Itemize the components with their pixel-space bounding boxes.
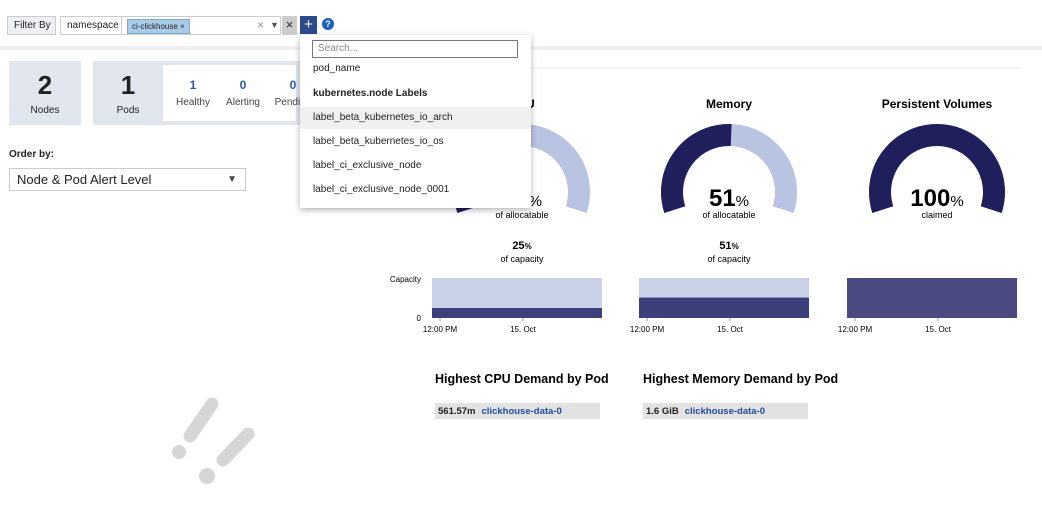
demand-row: 561.57m clickhouse-data-0 [438, 406, 562, 417]
gauge-value-arc [869, 124, 1005, 213]
status-count: 1 [189, 78, 197, 92]
menu-item[interactable]: label_ci_exclusive_node [313, 160, 422, 171]
nodes-count: 2 [37, 70, 53, 100]
capacity-caption: of capacity [500, 254, 544, 264]
caret-icon: ▼ [227, 174, 237, 185]
filter-input[interactable]: ci-clickhouse × × ▼ [121, 16, 281, 35]
gauge-value: 100% [910, 185, 963, 212]
pods-count: 1 [120, 70, 136, 100]
demand-bar [435, 403, 600, 419]
status-count: 0 [239, 78, 247, 92]
order-by-label: Order by: [9, 149, 55, 160]
y-tick-label: 0 [417, 314, 422, 323]
pod-link[interactable]: clickhouse-data-0 [482, 406, 562, 417]
x-tick-label: 12:00 PM [423, 325, 458, 334]
capacity-area [432, 308, 602, 318]
demand-row: 1.6 GiB clickhouse-data-0 [646, 406, 765, 417]
pods-label: Pods [116, 105, 140, 116]
filter-tag[interactable]: ci-clickhouse × [127, 19, 190, 34]
dropdown-menu: Search... pod_name kubernetes.node Label… [300, 35, 531, 208]
tag-text: ci-clickhouse [132, 22, 178, 31]
capacity-number: 51 [719, 240, 731, 252]
demand-value: 1.6 GiB [646, 406, 679, 417]
demand-value: 561.57m [438, 406, 476, 417]
pods-card[interactable]: 1 Pods [93, 61, 163, 125]
select-value: Node & Pod Alert Level [17, 172, 152, 187]
capacity-value: 25% [512, 240, 531, 252]
capacity-area [847, 278, 1017, 318]
search-input[interactable]: Search... [312, 40, 518, 58]
menu-group-header: kubernetes.node Labels [313, 88, 428, 99]
menu-item[interactable]: label_beta_kubernetes_io_arch [300, 107, 531, 129]
gauge-unit: % [950, 193, 963, 210]
status-pending[interactable]: 0 Pending [268, 78, 318, 108]
gauge-number: 51 [709, 185, 736, 212]
capacity-value: 51% [719, 240, 738, 252]
gauge-caption: of allocatable [702, 210, 755, 220]
x-tick-label: 12:00 PM [630, 325, 665, 334]
menu-item[interactable]: label_beta_kubernetes_io_os [313, 136, 444, 147]
status-healthy[interactable]: 1 Healthy [168, 78, 218, 108]
gauge-title: Memory [706, 97, 752, 111]
status-label: Pending [274, 97, 312, 108]
capacity-caption: of capacity [707, 254, 751, 264]
clear-icon[interactable]: × [257, 18, 265, 32]
status-count: 0 [289, 78, 297, 92]
order-by-select[interactable]: Node & Pod Alert Level ▼ [9, 168, 246, 191]
add-button[interactable]: + [300, 16, 317, 34]
x-tick-label: 15. Oct [717, 325, 744, 334]
gauge-unit: % [736, 193, 749, 210]
capacity-unit: % [732, 242, 739, 251]
gauge-number: 100 [910, 185, 950, 212]
demand-title: Highest Memory Demand by Pod [643, 372, 838, 386]
nodes-card[interactable]: 2 Nodes [9, 61, 81, 125]
remove-button[interactable]: × [282, 16, 297, 35]
capacity-number: 25 [512, 240, 524, 252]
gauge-value-arc [661, 124, 732, 214]
filter-by-button[interactable]: Filter By [7, 16, 56, 35]
filter-field[interactable]: namespace [60, 16, 122, 35]
capacity-area [639, 297, 809, 318]
menu-item[interactable]: pod_name [313, 63, 361, 74]
x-tick-label: 12:00 PM [838, 325, 873, 334]
status-alerting[interactable]: 0 Alerting [218, 78, 268, 108]
gauge-caption: of allocatable [495, 210, 548, 220]
nodes-label: Nodes [30, 105, 60, 116]
x-tick-label: 15. Oct [510, 325, 537, 334]
y-axis-label: Capacity [390, 275, 421, 284]
pod-status [163, 61, 300, 125]
gauge-caption: claimed [921, 210, 952, 220]
status-label: Healthy [176, 97, 210, 108]
gauge-title: Persistent Volumes [882, 97, 993, 111]
empty-state-icon [172, 397, 255, 484]
demand-title: Highest CPU Demand by Pod [435, 372, 609, 386]
demand-bar [643, 403, 808, 419]
menu-item[interactable]: label_ci_exclusive_node_0001 [313, 184, 450, 195]
x-tick-label: 15. Oct [925, 325, 952, 334]
pod-link[interactable]: clickhouse-data-0 [685, 406, 765, 417]
capacity-unit: % [525, 242, 532, 251]
gauge-unit: % [529, 193, 542, 210]
gauge-value: 51% [709, 185, 749, 212]
caret-icon[interactable]: ▼ [270, 20, 279, 30]
help-icon[interactable]: ? [322, 18, 334, 30]
status-label: Alerting [226, 97, 260, 108]
